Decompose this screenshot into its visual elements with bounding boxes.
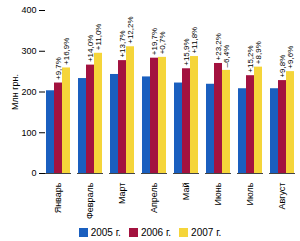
svg-text:+14,0%: +14,0% [86, 34, 96, 63]
svg-text:+8,9%: +8,9% [254, 41, 263, 64]
svg-text:Млн грн.: Млн грн. [10, 74, 20, 110]
svg-text:+9,7%: +9,7% [54, 57, 64, 80]
svg-text:Январь: Январь [53, 182, 63, 213]
svg-text:+11,8%: +11,8% [190, 27, 199, 54]
svg-text:+23,2%: +23,2% [214, 33, 224, 61]
html-text:2006 г.: 2006 г. [140, 226, 172, 238]
svg-text:Август: Август [277, 183, 287, 210]
svg-text:+19,7%: +19,7% [150, 27, 160, 56]
svg-text:Июль: Июль [245, 182, 255, 205]
svg-text:Апрель: Апрель [149, 182, 159, 213]
svg-text:+9,6%: +9,6% [286, 46, 295, 69]
svg-text:Февраль: Февраль [85, 182, 95, 219]
svg-text:+0,7%: +0,7% [158, 31, 167, 54]
svg-text:400: 400 [21, 5, 36, 15]
svg-text:+9,8%: +9,8% [278, 54, 288, 78]
svg-text:200: 200 [21, 87, 36, 97]
svg-text:+11,0%: +11,0% [94, 24, 103, 51]
svg-text:+12,2%: +12,2% [126, 16, 135, 43]
svg-text:+15,9%: +15,9% [182, 38, 192, 66]
svg-text:100: 100 [21, 128, 36, 138]
html-text:2005 г.: 2005 г. [90, 226, 121, 238]
svg-text:+15,2%: +15,2% [246, 45, 256, 73]
svg-text:0: 0 [31, 168, 36, 178]
svg-text:300: 300 [21, 46, 36, 56]
svg-text:Май: Май [181, 183, 191, 201]
svg-text:Март: Март [117, 183, 127, 205]
svg-text:–6,4%: –6,4% [222, 45, 231, 68]
html-text:2007 г.: 2007 г. [191, 226, 222, 238]
svg-text:+13,7%: +13,7% [118, 30, 128, 58]
svg-text:+16,9%: +16,9% [62, 38, 71, 65]
svg-text:Июнь: Июнь [213, 182, 223, 205]
